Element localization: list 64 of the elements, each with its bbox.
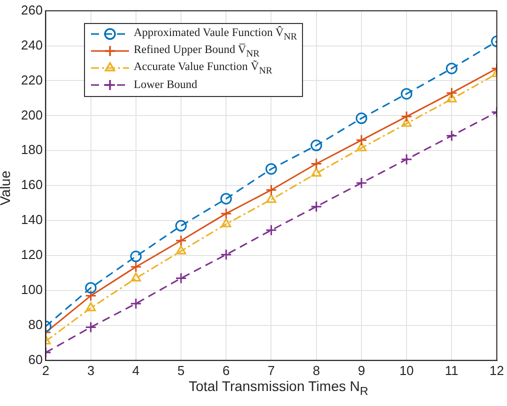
point [400, 88, 412, 100]
legend-label: Refined Upper Bound V̅$_{NR}$ [134, 44, 260, 59]
x-tick-label: 12 [490, 362, 504, 378]
x-tick-label: 11 [444, 362, 458, 378]
point [310, 158, 322, 170]
point [266, 194, 276, 203]
point [85, 290, 97, 302]
point [446, 130, 458, 142]
point [130, 298, 142, 310]
point [356, 134, 368, 146]
y-tick-label: 120 [20, 247, 43, 262]
y-tick-label: 220 [20, 72, 43, 88]
point [175, 234, 187, 246]
point [400, 154, 412, 166]
point [130, 250, 142, 262]
point [265, 184, 277, 196]
point [400, 110, 412, 122]
point [310, 140, 322, 152]
x-tick-label: 4 [132, 362, 140, 378]
legend-label: Approximated Vaule Function V̂$_{NR}$ [134, 26, 298, 42]
point [446, 93, 457, 102]
x-tick-label: 2 [42, 362, 50, 378]
x-tick-label: 9 [358, 362, 366, 378]
y-tick-label: 240 [20, 37, 43, 52]
legend-label: Accurate Value Function Ṽ$_{NR}$ [134, 60, 272, 76]
x-tick-label: 5 [177, 362, 185, 378]
y-tick-label: 180 [20, 142, 43, 158]
y-tick-label: 260 [20, 2, 43, 18]
y-tick-label: 80 [28, 317, 43, 332]
x-tick-label: 7 [268, 362, 275, 378]
y-tick-label: 140 [20, 212, 43, 228]
point [221, 218, 232, 228]
point [130, 272, 141, 282]
legend-label: Lower Bound [134, 79, 198, 92]
y-tick-label: 60 [28, 352, 43, 367]
point [86, 302, 96, 312]
point [356, 112, 368, 124]
y-axis-title: Value [0, 170, 13, 208]
point [220, 248, 232, 260]
point [265, 163, 277, 175]
point [220, 192, 232, 204]
point [401, 118, 412, 127]
x-tick-label: 8 [312, 362, 320, 378]
point [176, 245, 186, 254]
point [130, 261, 142, 273]
point [356, 177, 368, 189]
x-tick-label: 10 [399, 362, 414, 378]
point [311, 168, 322, 177]
point [446, 87, 458, 99]
x-tick-label: 6 [222, 362, 230, 378]
point [265, 224, 277, 236]
point [446, 62, 458, 74]
x-tick-label: 3 [87, 362, 94, 378]
y-tick-label: 160 [20, 177, 43, 192]
y-tick-label: 200 [20, 107, 43, 122]
point [175, 220, 187, 232]
point [85, 321, 97, 333]
x-axis-title: Total Transmission Times N$_{R}$ [188, 378, 370, 398]
point [310, 200, 322, 212]
y-tick-label: 100 [20, 282, 43, 298]
point [220, 208, 232, 220]
point [175, 272, 187, 284]
point [85, 282, 97, 294]
point [356, 142, 367, 152]
